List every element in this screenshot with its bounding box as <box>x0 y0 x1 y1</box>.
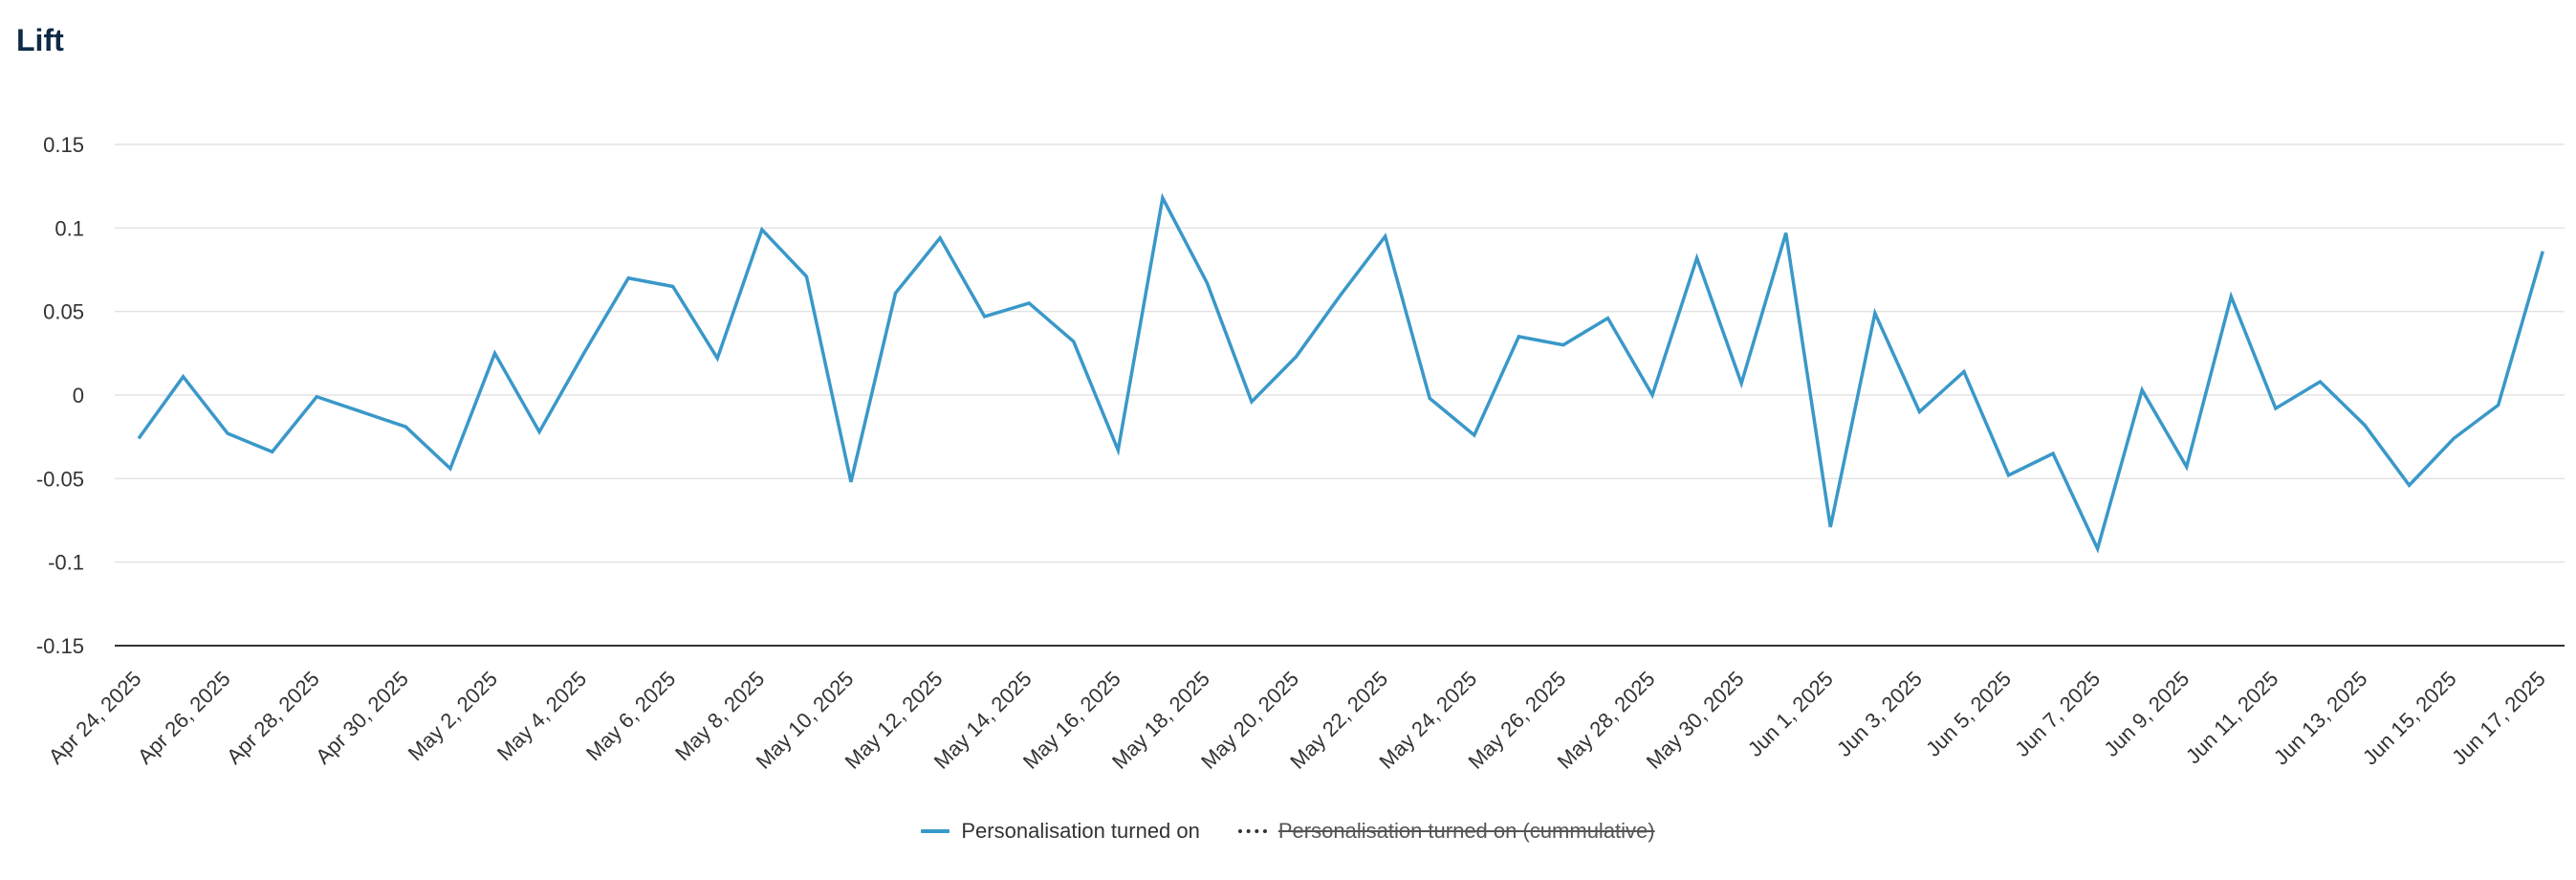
x-tick-label: Apr 26, 2025 <box>133 667 235 769</box>
data-point[interactable] <box>1380 231 1391 242</box>
data-point[interactable] <box>622 273 634 284</box>
x-tick-label: Apr 24, 2025 <box>44 667 146 769</box>
series-line-personalisation[interactable] <box>137 192 2544 554</box>
data-point[interactable] <box>133 432 144 444</box>
data-point[interactable] <box>534 426 545 437</box>
data-point[interactable] <box>1869 307 1881 319</box>
y-tick-label: 0.05 <box>43 300 84 324</box>
data-point[interactable] <box>2448 432 2459 444</box>
data-point[interactable] <box>356 406 367 417</box>
data-point[interactable] <box>1602 313 1613 324</box>
data-point[interactable] <box>1246 396 1257 407</box>
data-point[interactable] <box>2270 403 2281 414</box>
legend-item-personalisation-cumulative[interactable]: Personalisation turned on (cummulative) <box>1237 819 1655 844</box>
data-point[interactable] <box>222 428 233 439</box>
x-tick-label: Jun 3, 2025 <box>1832 667 1927 761</box>
data-point[interactable] <box>1692 253 1703 264</box>
x-tick-label: May 6, 2025 <box>581 667 680 765</box>
data-point[interactable] <box>2136 385 2148 396</box>
data-point[interactable] <box>2359 419 2370 430</box>
y-tick-label: -0.05 <box>36 467 84 491</box>
y-tick-label: 0 <box>73 384 84 407</box>
data-point[interactable] <box>1291 351 1302 363</box>
y-tick-label: 0.15 <box>43 133 84 157</box>
data-point[interactable] <box>1424 392 1435 404</box>
x-tick-label: Apr 28, 2025 <box>222 667 324 769</box>
x-tick-label: Jun 9, 2025 <box>2099 667 2194 761</box>
x-tick-label: May 8, 2025 <box>670 667 769 765</box>
data-point[interactable] <box>2181 461 2193 473</box>
data-point[interactable] <box>2092 543 2104 555</box>
data-point[interactable] <box>890 287 902 298</box>
x-tick-label: Jun 11, 2025 <box>2181 667 2282 768</box>
data-point[interactable] <box>1647 389 1658 401</box>
data-point[interactable] <box>2404 479 2415 491</box>
data-point[interactable] <box>667 280 679 292</box>
data-point[interactable] <box>979 311 991 322</box>
data-point[interactable] <box>1469 429 1480 441</box>
data-point[interactable] <box>1824 521 1836 533</box>
series-layer <box>133 192 2548 555</box>
chart-title: Lift <box>16 23 64 57</box>
y-tick-label: -0.15 <box>36 634 84 658</box>
x-tick-label: Jun 7, 2025 <box>2010 667 2105 761</box>
y-axis-ticks: 0.15 0.1 0.05 0 -0.05 -0.1 -0.15 <box>36 133 84 658</box>
x-tick-label: Jun 5, 2025 <box>1921 667 2016 761</box>
legend-label: Personalisation turned on <box>961 819 1200 843</box>
x-tick-label: Jun 1, 2025 <box>1743 667 1838 761</box>
data-point[interactable] <box>311 391 322 403</box>
data-point[interactable] <box>1023 297 1035 309</box>
x-tick-label: Jun 13, 2025 <box>2269 667 2372 770</box>
data-point[interactable] <box>1201 277 1212 289</box>
y-tick-label: -0.1 <box>48 551 84 575</box>
data-point[interactable] <box>1335 289 1346 300</box>
data-point[interactable] <box>1780 228 1792 239</box>
data-point[interactable] <box>267 446 278 457</box>
x-tick-label: Jun 17, 2025 <box>2447 667 2550 770</box>
data-point[interactable] <box>2047 448 2059 459</box>
data-point[interactable] <box>1112 445 1124 456</box>
legend-swatch-dotted-icon <box>1237 829 1267 833</box>
data-point[interactable] <box>934 232 946 244</box>
x-tick-label: Apr 30, 2025 <box>311 667 413 769</box>
legend-swatch-solid-icon <box>921 829 950 833</box>
data-point[interactable] <box>2314 376 2325 387</box>
data-point[interactable] <box>2225 291 2237 302</box>
x-tick-label: Jun 15, 2025 <box>2358 667 2461 770</box>
line-chart: 0.150.10.050-0.05-0.1-0.15 Apr 24, 2025A… <box>36 133 2565 774</box>
data-point[interactable] <box>845 476 857 488</box>
data-point[interactable] <box>445 463 456 474</box>
data-point[interactable] <box>178 371 189 383</box>
legend: Personalisation turned on Personalisatio… <box>0 819 2576 844</box>
data-point[interactable] <box>400 421 411 432</box>
x-tick-label: May 4, 2025 <box>492 667 591 765</box>
data-point[interactable] <box>800 271 812 282</box>
legend-item-personalisation[interactable]: Personalisation turned on <box>921 819 1200 844</box>
data-point[interactable] <box>756 224 768 235</box>
data-point[interactable] <box>2003 470 2015 481</box>
grid-lines <box>115 143 2565 563</box>
y-tick-label: 0.1 <box>55 216 84 240</box>
data-point[interactable] <box>1913 406 1925 417</box>
data-point[interactable] <box>1513 331 1524 342</box>
data-point[interactable] <box>2537 246 2548 257</box>
data-point[interactable] <box>2493 399 2504 410</box>
data-point[interactable] <box>1736 378 1747 389</box>
data-point[interactable] <box>489 347 500 359</box>
legend-label: Personalisation turned on (cummulative) <box>1277 819 1655 843</box>
data-point[interactable] <box>1068 336 1080 347</box>
data-point[interactable] <box>711 353 723 364</box>
data-point[interactable] <box>1558 340 1569 351</box>
data-point[interactable] <box>579 347 590 359</box>
data-point[interactable] <box>1958 366 1970 378</box>
x-tick-label: May 2, 2025 <box>404 667 502 765</box>
data-point[interactable] <box>1157 192 1168 204</box>
